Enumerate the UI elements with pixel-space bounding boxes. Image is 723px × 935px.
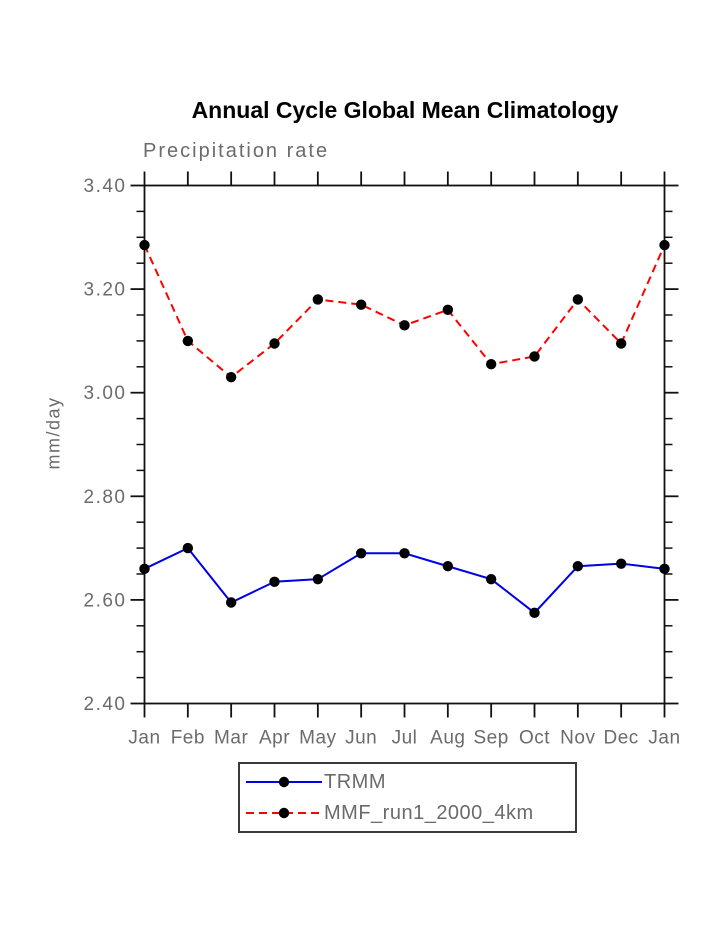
data-point-trmm xyxy=(139,563,150,575)
legend-item-trmm: TRMM xyxy=(244,767,575,797)
series-line-mmf-run1-2000-4km xyxy=(143,244,666,379)
data-point-mmf-run1-2000-4km xyxy=(442,304,454,316)
data-point-trmm xyxy=(399,548,410,559)
plot-frame xyxy=(143,184,666,705)
data-point-mmf-run1-2000-4km xyxy=(399,320,410,331)
x-tick-label: Nov xyxy=(560,728,595,749)
y-tick-label: 2.40 xyxy=(84,694,127,715)
chart-title: Annual Cycle Global Mean Climatology xyxy=(191,97,619,123)
x-tick-label: Jan xyxy=(128,728,160,749)
data-point-mmf-run1-2000-4km xyxy=(659,239,670,251)
x-tick-label: May xyxy=(299,728,336,749)
data-point-trmm xyxy=(269,576,280,587)
chart-subtitle: Precipitation rate xyxy=(143,140,330,162)
legend-sample-marker xyxy=(278,776,290,788)
x-tick-label: Oct xyxy=(519,728,550,749)
y-tick-label: 3.20 xyxy=(84,280,127,301)
data-point-mmf-run1-2000-4km xyxy=(529,351,540,362)
data-point-trmm xyxy=(572,561,584,572)
data-point-trmm xyxy=(182,542,194,554)
legend: TRMM MMF_run1_2000_4km xyxy=(238,762,577,833)
x-tick-label: Dec xyxy=(604,728,639,749)
data-point-trmm xyxy=(442,561,454,572)
data-point-mmf-run1-2000-4km xyxy=(269,338,280,349)
data-point-trmm xyxy=(485,573,497,585)
y-tick-label: 3.00 xyxy=(84,383,127,404)
x-tick-label: Jun xyxy=(345,728,377,749)
y-tick-label: 2.80 xyxy=(84,487,127,508)
x-tick-label: Jul xyxy=(392,728,418,749)
data-point-mmf-run1-2000-4km xyxy=(355,299,367,310)
data-point-mmf-run1-2000-4km xyxy=(225,371,237,383)
data-point-mmf-run1-2000-4km xyxy=(572,294,584,305)
y-tick-label: 2.60 xyxy=(84,590,127,611)
data-point-trmm xyxy=(659,563,670,575)
data-point-mmf-run1-2000-4km xyxy=(182,335,194,347)
legend-sample-marker xyxy=(278,807,290,819)
x-tick-label: Sep xyxy=(474,728,509,749)
data-point-trmm xyxy=(225,597,237,608)
data-point-trmm xyxy=(529,607,540,619)
y-tick-label: 3.40 xyxy=(84,176,127,197)
x-tick-label: Mar xyxy=(214,728,248,749)
x-tick-label: Feb xyxy=(171,728,205,749)
legend-item-mmf-run1-2000-4km: MMF_run1_2000_4km xyxy=(244,798,575,828)
data-point-mmf-run1-2000-4km xyxy=(139,239,150,251)
x-tick-label: Jan xyxy=(648,728,680,749)
x-tick-label: Aug xyxy=(430,728,465,749)
legend-line-sample-mmf-run1-2000-4km xyxy=(246,807,322,819)
data-point-mmf-run1-2000-4km xyxy=(485,359,497,370)
legend-line-sample-trmm xyxy=(246,776,322,788)
legend-label-trmm: TRMM xyxy=(324,771,386,793)
data-point-trmm xyxy=(615,558,627,569)
data-point-trmm xyxy=(312,573,324,585)
data-point-trmm xyxy=(355,548,367,559)
legend-label-mmf-run1-2000-4km: MMF_run1_2000_4km xyxy=(324,802,534,824)
data-point-mmf-run1-2000-4km xyxy=(312,294,324,305)
x-tick-label: Apr xyxy=(259,728,290,749)
data-point-mmf-run1-2000-4km xyxy=(615,338,627,349)
